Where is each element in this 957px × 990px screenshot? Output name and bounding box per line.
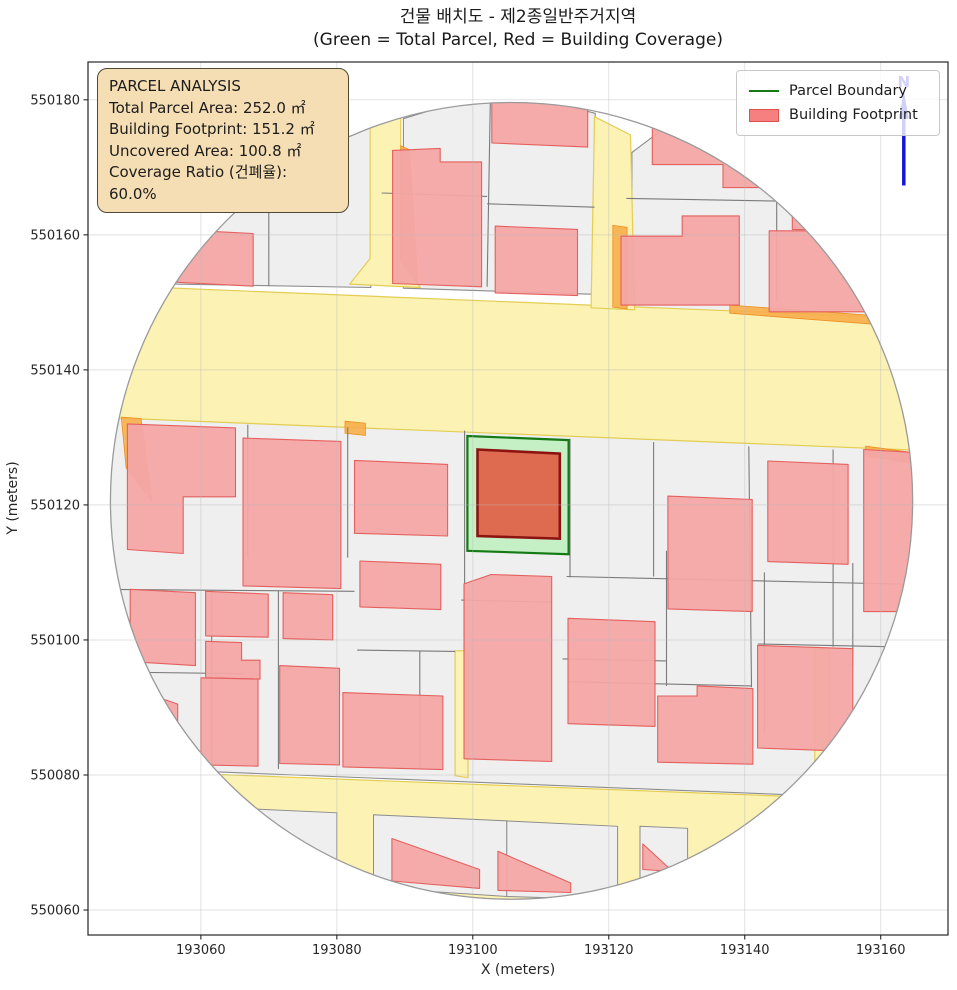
- parcel-line: [757, 643, 888, 648]
- map-layer: [109, 101, 914, 900]
- y-axis-label: Y (meters): [5, 461, 21, 535]
- building-footprint: [863, 448, 913, 613]
- parcel-line: [487, 203, 595, 208]
- building-footprint: [567, 617, 656, 727]
- building-footprint: [757, 644, 854, 752]
- building-footprint: [200, 677, 259, 767]
- analysis-uncovered-area: Uncovered Area: 100.8 ㎡: [109, 141, 302, 160]
- legend-label-building-footprint: Building Footprint: [789, 107, 918, 123]
- legend-line-swatch: [749, 90, 779, 92]
- building-footprint: [126, 423, 237, 555]
- building-footprint: [497, 850, 572, 894]
- parcel-analysis-box: PARCEL ANALYSIS Total Parcel Area: 252.0…: [97, 68, 349, 213]
- legend-patch-swatch: [749, 108, 779, 122]
- legend-label-parcel-boundary: Parcel Boundary: [789, 83, 907, 99]
- building-footprint: [359, 560, 442, 611]
- y-tick-label: 550100: [30, 633, 80, 648]
- building-footprint: [129, 588, 196, 667]
- building-footprint: [353, 459, 449, 537]
- building-footprint: [620, 215, 740, 306]
- district-circle-outline: [109, 101, 914, 900]
- building-footprint: [282, 592, 334, 641]
- axes-layer: 193060 193080 193100 193120 193140 193160 5500…: [30, 61, 949, 958]
- building-footprint: [463, 573, 553, 763]
- chart-title: 건물 배치도 - 제2종일반주거지역 (Green = Total Parcel…: [88, 6, 948, 52]
- building-footprint: [392, 147, 483, 288]
- road-orange: [344, 420, 366, 436]
- x-tick-label: 193160: [856, 943, 906, 958]
- legend-item-building-footprint: Building Footprint: [749, 103, 929, 127]
- parcel-line: [357, 649, 456, 652]
- legend-item-parcel-boundary: Parcel Boundary: [749, 79, 929, 103]
- y-tick-label: 550160: [30, 228, 80, 243]
- y-tick-label: 550120: [30, 498, 80, 513]
- analysis-title: PARCEL ANALYSIS: [109, 77, 241, 95]
- building-footprint: [242, 437, 342, 590]
- x-tick-label: 193100: [448, 943, 498, 958]
- building-footprint: [279, 665, 341, 766]
- road-orange: [129, 763, 149, 783]
- y-tick-label: 550080: [30, 768, 80, 783]
- building-footprint: [642, 843, 674, 873]
- x-axis-label: X (meters): [481, 962, 555, 978]
- parcel-line: [626, 197, 777, 202]
- road: [349, 102, 421, 289]
- analysis-total-area: Total Parcel Area: 252.0 ㎡: [109, 98, 306, 117]
- analysis-coverage-ratio: Coverage Ratio (건폐율): 60.0%: [109, 163, 288, 203]
- building-footprint: [491, 102, 589, 148]
- building-footprint: [494, 225, 579, 297]
- y-tick-label: 550180: [30, 93, 80, 108]
- parcel-line: [486, 102, 492, 287]
- parcel-small: [247, 808, 338, 877]
- building-footprint: [205, 590, 269, 638]
- building-footprint: [657, 685, 754, 765]
- x-tick-label: 193060: [176, 943, 226, 958]
- x-tick-label: 193120: [584, 943, 634, 958]
- legend: Parcel Boundary Building Footprint: [736, 70, 940, 136]
- chart-title-line2: (Green = Total Parcel, Red = Building Co…: [313, 30, 723, 50]
- building-footprint: [667, 495, 753, 613]
- parcel-small: [211, 806, 249, 852]
- building-footprint: [768, 230, 885, 313]
- x-tick-label: 193140: [720, 943, 770, 958]
- chart-title-line1: 건물 배치도 - 제2종일반주거지역: [399, 7, 637, 27]
- clipped-map: [110, 102, 913, 900]
- x-tick-label: 193080: [312, 943, 362, 958]
- building-footprint: [391, 837, 481, 889]
- y-tick-label: 550140: [30, 363, 80, 378]
- building-footprint: [791, 145, 891, 233]
- building-footprint: [342, 692, 444, 771]
- target-building: [476, 448, 562, 541]
- road: [110, 284, 913, 452]
- plot-border: [87, 61, 949, 936]
- y-tick-label: 550060: [30, 904, 80, 919]
- building-footprint: [767, 460, 849, 565]
- building-footprint: [171, 228, 254, 287]
- analysis-building-footprint: Building Footprint: 151.2 ㎡: [109, 120, 315, 138]
